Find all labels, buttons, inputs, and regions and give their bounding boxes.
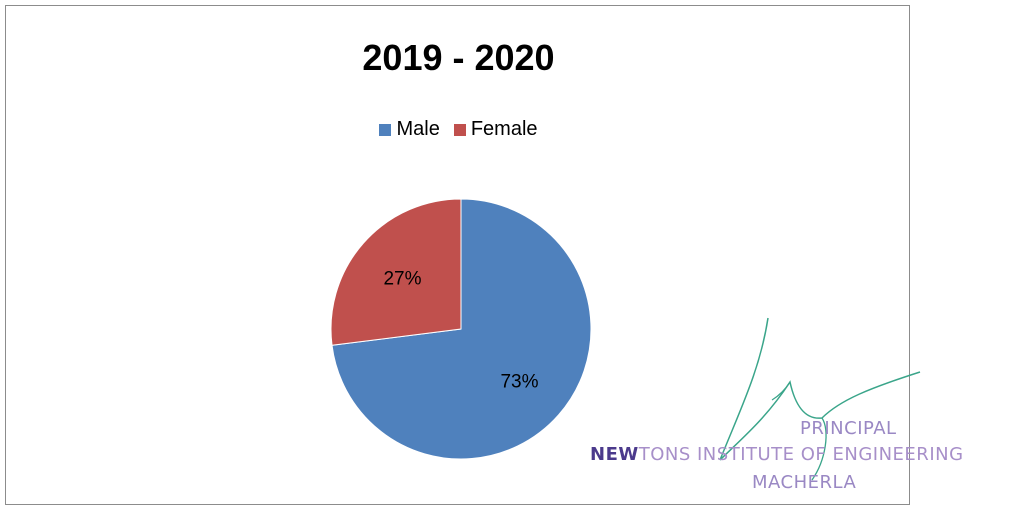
slice-label-male: 73% — [500, 372, 538, 393]
legend-swatch-female — [453, 123, 466, 136]
legend: Male Female — [6, 118, 911, 141]
legend-item-female: Female — [453, 118, 538, 141]
pie-chart: 73% 27% — [330, 198, 592, 460]
pie-slice-female — [330, 198, 462, 346]
principal-stamp: PRINCIPAL NEWTONS INSTITUTE OF ENGINEERI… — [590, 310, 1010, 500]
legend-swatch-male — [379, 123, 392, 136]
slice-label-female: 27% — [383, 268, 421, 289]
stamp-principal: PRINCIPAL — [800, 418, 897, 439]
stamp-institute: NEWTONS INSTITUTE OF ENGINEERING — [590, 444, 964, 465]
legend-label-female: Female — [470, 118, 538, 140]
chart-frame: 2019 - 2020 Male Female 73% 27% — [5, 5, 910, 505]
stamp-place: MACHERLA — [752, 472, 857, 493]
legend-label-male: Male — [396, 118, 440, 140]
stamp-institute-rest: TONS INSTITUTE OF ENGINEERING — [638, 444, 964, 465]
signature-icon — [719, 317, 921, 481]
stamp-institute-bold: NEW — [590, 444, 639, 465]
chart-title: 2019 - 2020 — [362, 37, 555, 78]
legend-item-male: Male — [379, 118, 440, 141]
